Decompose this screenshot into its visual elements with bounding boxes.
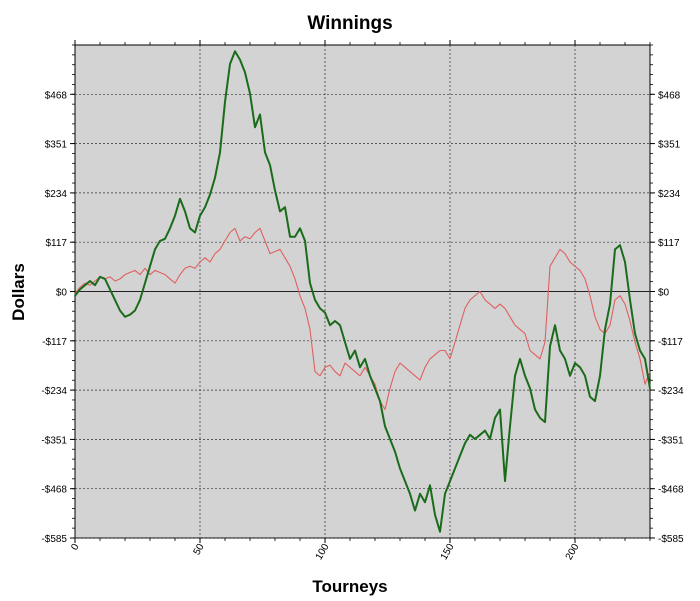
x-axis-title: Tourneys — [312, 577, 387, 596]
y-tick-label-left: -$585 — [41, 534, 67, 545]
y-tick-label-left: $117 — [45, 238, 67, 249]
x-tick-label: 200 — [564, 542, 582, 562]
y-tick-label-left: -$117 — [42, 337, 67, 348]
x-tick-label: 50 — [192, 542, 207, 558]
y-tick-label-right: -$117 — [658, 337, 683, 348]
x-tick-label: 0 — [69, 542, 82, 553]
series-line-2 — [74, 227, 651, 411]
y-tick-label-left: $468 — [45, 90, 68, 101]
y-tick-label-left: $0 — [56, 288, 68, 299]
x-tick-label: 150 — [439, 542, 457, 562]
y-tick-label-right: -$351 — [658, 435, 684, 446]
y-tick-label-left: -$351 — [41, 435, 67, 446]
y-tick-label-right: $468 — [658, 90, 681, 101]
y-tick-label-left: $351 — [45, 140, 68, 151]
axis-ticks: $468 $468 $351 $351 $234 $234 $117 $117 $0 $0 -$11… — [41, 40, 684, 562]
y-tick-label-left: -$234 — [41, 386, 67, 397]
y-tick-label-right: $0 — [658, 288, 670, 299]
x-tick-label: 100 — [314, 542, 332, 562]
y-tick-label-right: -$585 — [658, 534, 684, 545]
chart-title: Winnings — [307, 13, 392, 34]
y-tick-label-left: $234 — [45, 189, 68, 200]
y-tick-label-right: -$234 — [658, 386, 684, 397]
y-tick-label-right: -$468 — [658, 485, 684, 496]
y-tick-label-right: $117 — [658, 238, 680, 249]
series-line-1 — [74, 50, 651, 533]
y-tick-label-right: $234 — [658, 189, 681, 200]
series-lines — [74, 50, 651, 533]
y-tick-label-left: -$468 — [41, 485, 67, 496]
y-axis-title: Dollars — [9, 263, 28, 321]
y-tick-label-right: $351 — [658, 140, 681, 151]
